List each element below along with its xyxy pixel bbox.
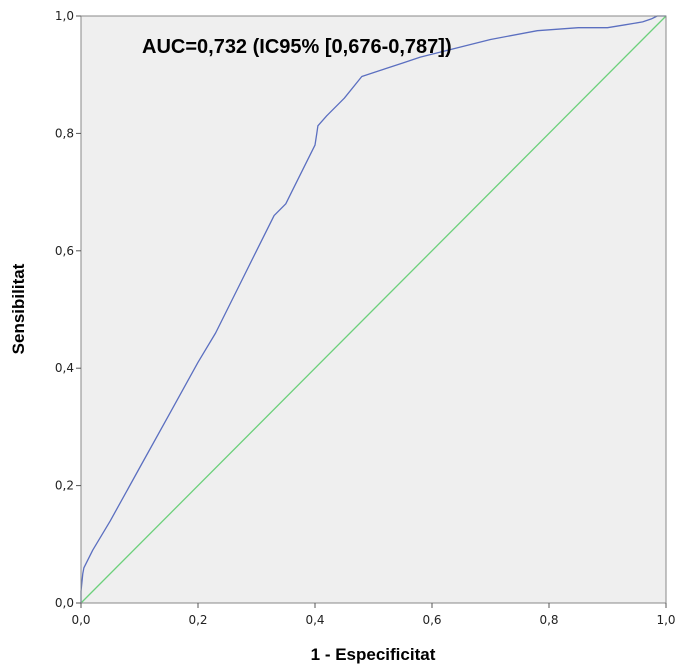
x-tick-label: 0,8 bbox=[539, 613, 558, 627]
x-tick-label: 0,4 bbox=[305, 613, 324, 627]
x-axis: 0,0 0,2 0,4 0,6 0,8 1,0 bbox=[71, 603, 675, 627]
x-tick-label: 0,2 bbox=[188, 613, 207, 627]
y-tick-label: 0,4 bbox=[55, 361, 74, 375]
x-tick-label: 1,0 bbox=[656, 613, 675, 627]
x-axis-title: 1 - Especificitat bbox=[311, 645, 436, 664]
y-tick-label: 0,6 bbox=[55, 244, 74, 258]
x-tick-label: 0,0 bbox=[71, 613, 90, 627]
y-tick-label: 0,8 bbox=[55, 126, 74, 140]
y-tick-label: 0,0 bbox=[55, 596, 74, 610]
x-tick-label: 0,6 bbox=[422, 613, 441, 627]
y-axis-title: Sensibilitat bbox=[9, 263, 28, 354]
y-axis: 0,0 0,2 0,4 0,6 0,8 1,0 bbox=[55, 9, 81, 610]
auc-annotation: AUC=0,732 (IC95% [0,676-0,787]) bbox=[142, 36, 452, 58]
y-tick-label: 1,0 bbox=[55, 9, 74, 23]
y-tick-label: 0,2 bbox=[55, 479, 74, 493]
